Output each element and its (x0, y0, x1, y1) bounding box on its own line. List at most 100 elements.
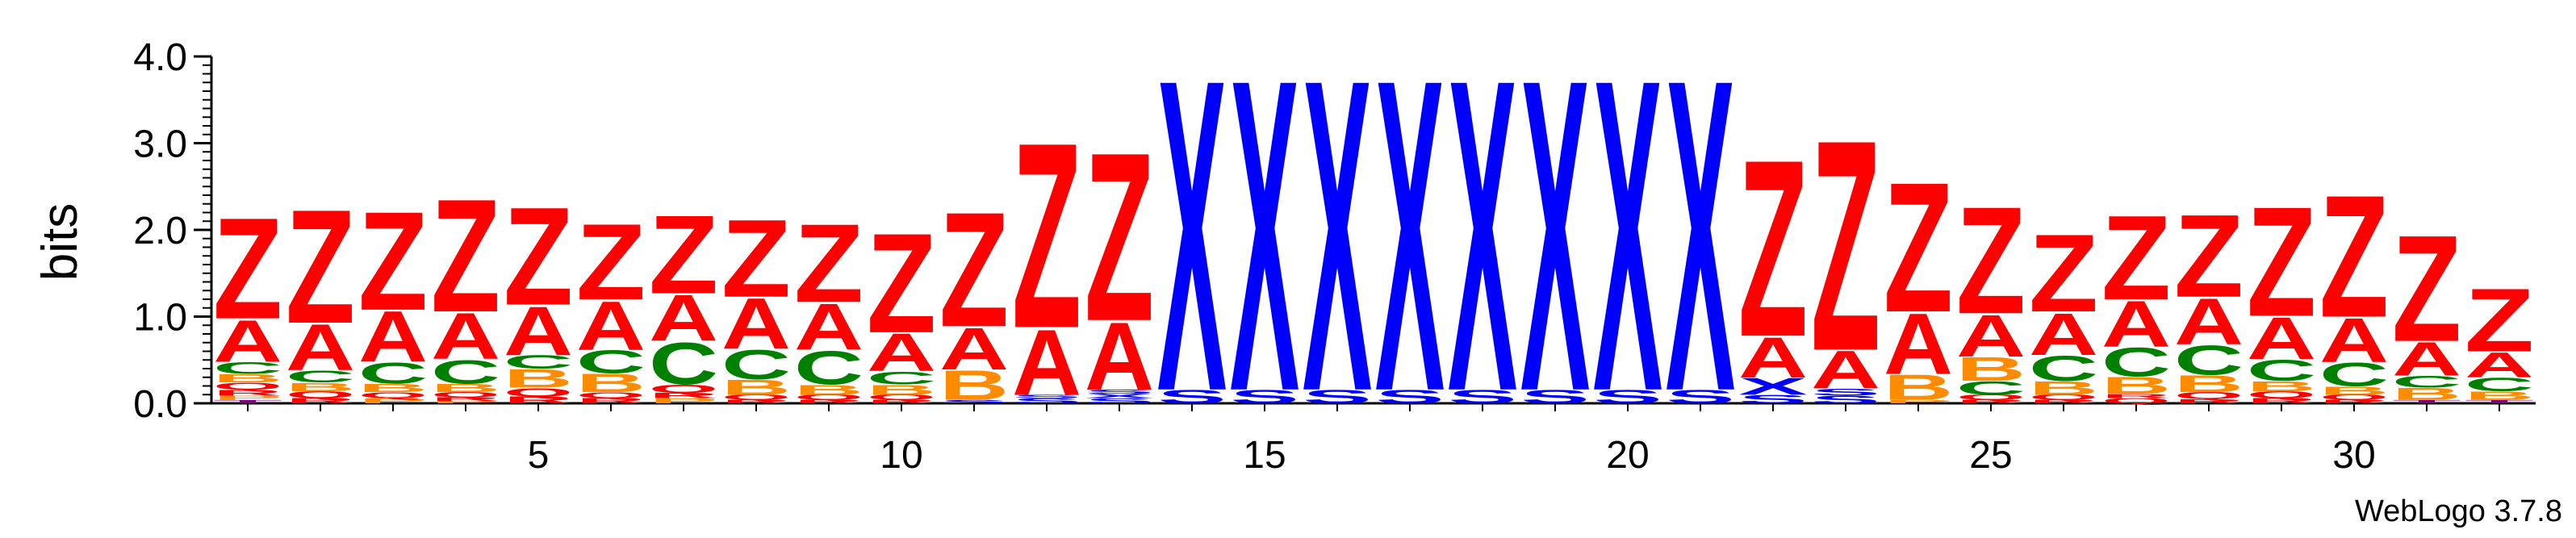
glyph-Q: Q (867, 394, 936, 402)
glyph-Q: Q (2029, 394, 2098, 402)
glyph-Z: Z (431, 165, 500, 345)
glyph-B: B (431, 381, 500, 394)
glyph-S: S (1448, 386, 1517, 407)
glyph-B: B (2392, 385, 2461, 403)
glyph-Q: Q (649, 382, 718, 396)
glyph-P: P (213, 394, 282, 401)
glyph-S: S (939, 399, 1009, 405)
glyph-R: R (2247, 397, 2316, 405)
glyph-R: R (576, 397, 646, 405)
glyph-A: A (721, 284, 791, 364)
glyph-Z: Z (213, 188, 282, 349)
glyph-Z: Z (1884, 144, 1953, 352)
glyph-A: A (1884, 296, 1953, 393)
glyph-Z: Z (2392, 205, 2461, 373)
glyph-C: C (649, 330, 718, 397)
glyph-S: S (1230, 386, 1299, 407)
x-tick-label: 10 (880, 434, 922, 477)
glyph-R: R (504, 394, 573, 405)
glyph-S: S (1520, 386, 1590, 407)
glyph-R: R (867, 399, 936, 405)
glyph-S: S (1738, 393, 1808, 407)
glyph-C: C (2465, 374, 2534, 396)
glyph-R: R (649, 391, 718, 399)
glyph-R: R (1956, 399, 2026, 405)
glyph-R: R (286, 397, 355, 405)
glyph-A: A (867, 323, 936, 383)
glyph-B: B (213, 372, 282, 386)
glyph-Z: Z (576, 202, 646, 323)
glyph-C: C (721, 341, 791, 388)
glyph-S: S (1085, 397, 1154, 405)
x-tick-label: 20 (1606, 434, 1649, 477)
glyph-B: B (286, 380, 355, 394)
logo-column-15: SX (1230, 0, 1300, 485)
glyph-Q: Q (431, 390, 500, 398)
glyph-C: C (358, 356, 428, 390)
glyph-Q: Q (721, 394, 791, 402)
glyph-B: B (2465, 389, 2534, 402)
logo-column-20: SX (1593, 0, 1663, 485)
glyph-B: B (721, 375, 791, 399)
glyph-S: S (1085, 388, 1154, 394)
glyph-A: A (2465, 345, 2534, 386)
logo-column-16: SX (1303, 0, 1373, 485)
logo-column-14: SX (1157, 0, 1227, 485)
glyph-X: X (1085, 393, 1154, 399)
glyph-A: A (2101, 286, 2171, 361)
glyph-B: B (1884, 368, 1953, 408)
x-axis: 5 10 15 20 25 30 (211, 402, 2536, 477)
glyph-R: R (794, 399, 864, 405)
glyph-R: R (721, 399, 791, 405)
glyph-A: A (939, 315, 1009, 382)
glyph-A: A (1811, 340, 1880, 400)
glyph-X: X (1448, 0, 1518, 485)
glyph-A: A (431, 299, 500, 373)
glyph-Z: Z (939, 179, 1009, 362)
glyph-Z: Z (867, 204, 936, 363)
glyph-T: T (2465, 399, 2534, 405)
glyph-Z: Z (2029, 212, 2098, 336)
glyph-P: P (649, 397, 718, 405)
x-tick-label: 15 (1243, 434, 1286, 477)
y-tick-label: 0.0 (133, 383, 187, 426)
glyph-C: C (2319, 356, 2389, 394)
glyph-B: B (2319, 384, 2389, 398)
glyph-Z: Z (1956, 176, 2026, 346)
y-tick-label: 2.0 (133, 210, 187, 252)
glyph-P: P (431, 400, 500, 404)
glyph-A: A (2319, 306, 2389, 376)
glyph-Z: Z (1012, 87, 1081, 384)
glyph-C: C (2392, 373, 2461, 391)
glyph-A: A (649, 281, 718, 355)
glyph-B: B (794, 382, 864, 398)
glyph-Z: Z (649, 191, 718, 317)
glyph-Q: Q (213, 381, 282, 391)
glyph-A: A (576, 287, 646, 365)
logo-column-18: SX (1448, 0, 1518, 485)
glyph-S: S (1811, 394, 1880, 406)
logo-stacks: TPRQBCAZRQBCAZPQBCAZPRQBCAZRQBCAZRQBCAZP… (213, 0, 2534, 485)
glyph-X: X (1375, 0, 1445, 485)
y-axis-label: bits (32, 203, 88, 281)
weblogo-watermark: WebLogo 3.7.8 (2355, 494, 2562, 528)
glyph-Z: Z (721, 197, 791, 320)
glyph-X: X (1303, 0, 1373, 485)
glyph-Z: Z (1811, 77, 1880, 414)
glyph-A: A (358, 297, 428, 377)
glyph-Q: Q (576, 390, 646, 400)
glyph-C: C (2174, 337, 2244, 384)
